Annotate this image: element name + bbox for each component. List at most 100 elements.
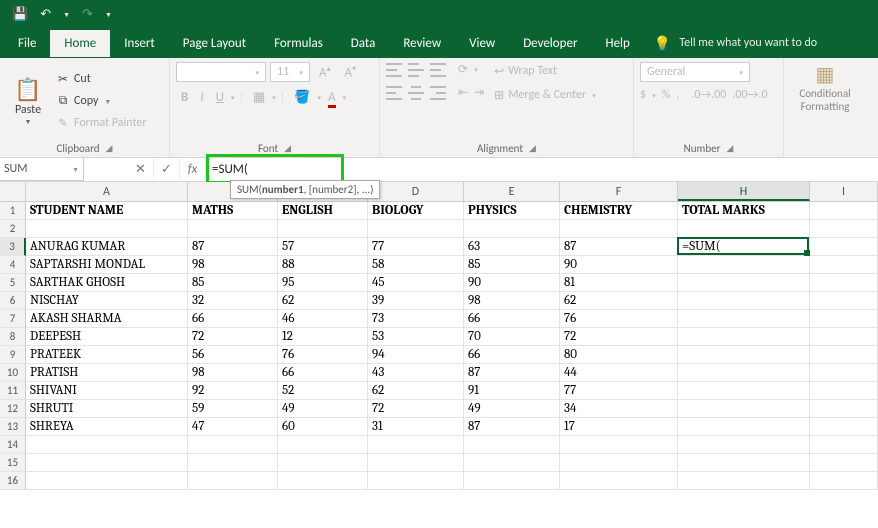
row-header-11[interactable]: 11	[0, 382, 26, 400]
cell-D16[interactable]	[368, 472, 464, 490]
cell-I3[interactable]	[810, 238, 878, 256]
row-header-4[interactable]: 4	[0, 256, 26, 274]
cell-A13[interactable]: SHREYA	[26, 418, 188, 436]
cell-E1[interactable]: PHYSICS	[464, 202, 560, 220]
cell-E10[interactable]: 87	[464, 364, 560, 382]
cell-C6[interactable]: 62	[278, 292, 368, 310]
fill-color-button[interactable]: 🪣	[289, 88, 315, 107]
cell-D2[interactable]	[368, 220, 464, 238]
cell-B8[interactable]: 72	[188, 328, 278, 346]
cell-I9[interactable]	[810, 346, 878, 364]
tab-page-layout[interactable]: Page Layout	[169, 30, 260, 57]
cell-H10[interactable]	[678, 364, 810, 382]
cell-A1[interactable]: STUDENT NAME	[26, 202, 188, 220]
merge-center-button[interactable]: ⊞Merge & Center▾	[494, 86, 596, 104]
cell-A3[interactable]: ANURAG KUMAR	[26, 238, 188, 256]
cell-C14[interactable]	[278, 436, 368, 454]
cell-I2[interactable]	[810, 220, 878, 238]
cell-E7[interactable]: 66	[464, 310, 560, 328]
cell-D14[interactable]	[368, 436, 464, 454]
cell-D3[interactable]: 77	[368, 238, 464, 256]
cut-button[interactable]: ✂Cut	[56, 70, 147, 88]
cell-A8[interactable]: DEEPESH	[26, 328, 188, 346]
enter-formula-button[interactable]: ✓	[154, 158, 180, 181]
comma-format-icon[interactable]: ,	[676, 88, 679, 102]
cell-F4[interactable]: 90	[560, 256, 678, 274]
column-header-D[interactable]: D	[368, 182, 464, 201]
column-header-F[interactable]: F	[560, 182, 678, 201]
clipboard-launcher-icon[interactable]: ◢	[106, 143, 113, 154]
align-center-icon[interactable]	[408, 86, 424, 100]
cell-F10[interactable]: 44	[560, 364, 678, 382]
cell-C1[interactable]: ENGLISH	[278, 202, 368, 220]
cell-A2[interactable]	[26, 220, 188, 238]
row-header-2[interactable]: 2	[0, 220, 26, 238]
cell-B7[interactable]: 66	[188, 310, 278, 328]
cell-A12[interactable]: SHRUTI	[26, 400, 188, 418]
cell-I8[interactable]	[810, 328, 878, 346]
cell-H11[interactable]	[678, 382, 810, 400]
bold-button[interactable]: B	[176, 88, 193, 107]
cell-F2[interactable]	[560, 220, 678, 238]
underline-button[interactable]: U	[211, 88, 229, 107]
row-header-6[interactable]: 6	[0, 292, 26, 310]
number-format-select[interactable]: General▾	[640, 62, 750, 82]
cell-B12[interactable]: 59	[188, 400, 278, 418]
cell-B2[interactable]	[188, 220, 278, 238]
align-left-icon[interactable]	[386, 86, 402, 100]
cell-B13[interactable]: 47	[188, 418, 278, 436]
row-header-10[interactable]: 10	[0, 364, 26, 382]
row-header-12[interactable]: 12	[0, 400, 26, 418]
cell-E12[interactable]: 49	[464, 400, 560, 418]
cell-B14[interactable]	[188, 436, 278, 454]
cell-I1[interactable]	[810, 202, 878, 220]
cell-H15[interactable]	[678, 454, 810, 472]
format-painter-button[interactable]: ✎Format Painter	[56, 114, 147, 132]
column-header-H[interactable]: H	[678, 182, 810, 201]
cell-F3[interactable]: 87	[560, 238, 678, 256]
cell-D5[interactable]: 45	[368, 274, 464, 292]
tab-data[interactable]: Data	[337, 30, 390, 57]
cell-E16[interactable]	[464, 472, 560, 490]
cell-H13[interactable]	[678, 418, 810, 436]
cell-C8[interactable]: 12	[278, 328, 368, 346]
row-header-15[interactable]: 15	[0, 454, 26, 472]
cell-C9[interactable]: 76	[278, 346, 368, 364]
cell-A11[interactable]: SHIVANI	[26, 382, 188, 400]
column-header-E[interactable]: E	[464, 182, 560, 201]
conditional-formatting-button[interactable]: ▦ Conditional Formatting	[790, 62, 860, 113]
align-top-icon[interactable]	[386, 63, 402, 77]
cell-F16[interactable]	[560, 472, 678, 490]
cell-A9[interactable]: PRATEEK	[26, 346, 188, 364]
cell-A14[interactable]	[26, 436, 188, 454]
cell-I6[interactable]	[810, 292, 878, 310]
cell-C15[interactable]	[278, 454, 368, 472]
align-middle-icon[interactable]	[408, 63, 424, 77]
cell-I7[interactable]	[810, 310, 878, 328]
cell-E6[interactable]: 98	[464, 292, 560, 310]
row-header-14[interactable]: 14	[0, 436, 26, 454]
cell-A5[interactable]: SARTHAK GHOSH	[26, 274, 188, 292]
insert-function-button[interactable]: fx	[180, 158, 206, 181]
cell-F1[interactable]: CHEMISTRY	[560, 202, 678, 220]
cell-C16[interactable]	[278, 472, 368, 490]
decrease-font-icon[interactable]: A▾	[340, 62, 362, 82]
cell-I5[interactable]	[810, 274, 878, 292]
tab-review[interactable]: Review	[389, 30, 455, 57]
row-header-3[interactable]: 3	[0, 238, 26, 256]
cell-H9[interactable]	[678, 346, 810, 364]
cell-C7[interactable]: 46	[278, 310, 368, 328]
cell-E5[interactable]: 90	[464, 274, 560, 292]
cell-B15[interactable]	[188, 454, 278, 472]
tell-me-search[interactable]: 💡Tell me what you want to do	[644, 35, 827, 52]
increase-decimal-icon[interactable]: .0→.00	[691, 88, 726, 102]
cell-F14[interactable]	[560, 436, 678, 454]
column-header-I[interactable]: I	[810, 182, 878, 201]
cell-H2[interactable]	[678, 220, 810, 238]
cell-E8[interactable]: 70	[464, 328, 560, 346]
cell-E11[interactable]: 91	[464, 382, 560, 400]
copy-button[interactable]: ⧉Copy▼	[56, 92, 147, 110]
accounting-format-icon[interactable]: $	[640, 88, 646, 102]
increase-font-icon[interactable]: A▴	[314, 62, 336, 82]
cell-E14[interactable]	[464, 436, 560, 454]
